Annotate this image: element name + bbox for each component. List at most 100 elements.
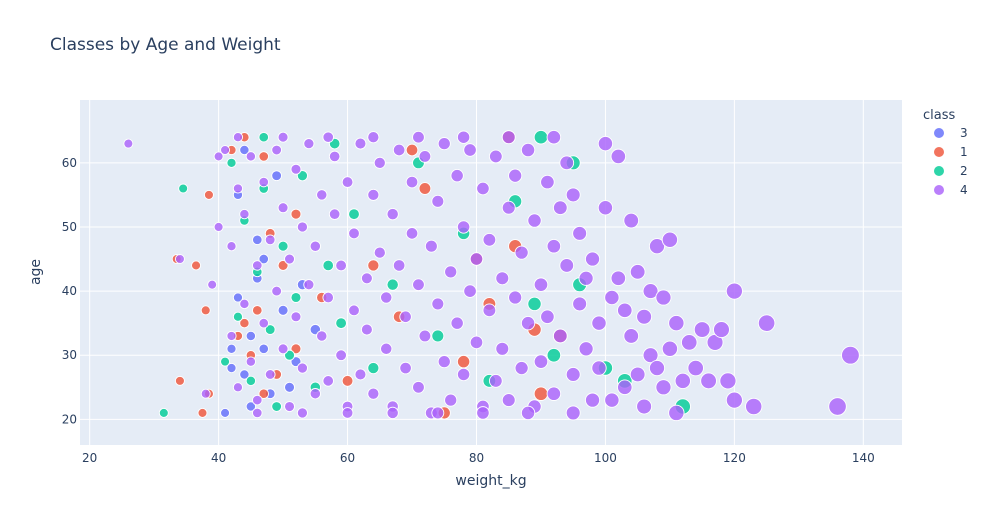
point-class-4 bbox=[226, 330, 237, 342]
point-class-4 bbox=[591, 360, 607, 376]
point-class-4 bbox=[239, 208, 250, 220]
y-tick-label: 20 bbox=[62, 412, 77, 426]
point-class-4 bbox=[661, 340, 679, 357]
point-class-4 bbox=[220, 145, 231, 155]
legend-label-1: 1 bbox=[960, 145, 968, 159]
point-class-4 bbox=[258, 317, 269, 329]
point-class-4 bbox=[271, 144, 282, 156]
point-class-4 bbox=[527, 213, 542, 228]
point-class-4 bbox=[405, 175, 419, 189]
point-class-3 bbox=[220, 407, 231, 418]
point-class-2 bbox=[546, 347, 562, 363]
data-points bbox=[123, 129, 860, 422]
x-tick-label: 20 bbox=[82, 451, 97, 465]
point-class-4 bbox=[617, 302, 633, 319]
point-class-4 bbox=[296, 362, 308, 374]
point-class-4 bbox=[629, 366, 646, 383]
point-class-4 bbox=[687, 359, 704, 377]
point-class-4 bbox=[508, 168, 523, 183]
point-class-4 bbox=[540, 309, 555, 324]
point-class-4 bbox=[341, 176, 354, 188]
point-class-4 bbox=[418, 150, 432, 163]
point-class-1 bbox=[341, 375, 354, 387]
point-class-4 bbox=[610, 270, 627, 287]
point-class-1 bbox=[405, 143, 419, 157]
point-class-4 bbox=[207, 279, 218, 290]
point-class-4 bbox=[360, 272, 373, 285]
point-class-4 bbox=[565, 405, 581, 421]
point-class-4 bbox=[828, 397, 847, 416]
point-class-2 bbox=[335, 317, 347, 330]
point-class-3 bbox=[239, 369, 250, 380]
point-class-4 bbox=[693, 321, 711, 338]
point-class-4 bbox=[533, 354, 549, 369]
point-class-4 bbox=[322, 291, 334, 304]
point-class-4 bbox=[412, 278, 425, 292]
point-class-4 bbox=[277, 131, 289, 143]
point-class-2 bbox=[527, 296, 542, 312]
point-class-4 bbox=[232, 382, 244, 393]
point-class-4 bbox=[200, 388, 211, 399]
point-class-4 bbox=[648, 238, 666, 255]
point-class-4 bbox=[405, 227, 419, 240]
legend-marker-2 bbox=[934, 166, 944, 176]
point-class-4 bbox=[456, 130, 471, 144]
point-class-4 bbox=[546, 238, 562, 254]
point-class-4 bbox=[354, 137, 367, 150]
point-class-3 bbox=[226, 343, 237, 354]
point-class-2 bbox=[264, 324, 276, 335]
point-class-1 bbox=[258, 388, 269, 399]
point-class-1 bbox=[290, 343, 302, 355]
point-class-4 bbox=[373, 246, 386, 259]
point-class-4 bbox=[232, 132, 244, 143]
point-class-4 bbox=[495, 271, 510, 286]
point-class-4 bbox=[482, 232, 497, 247]
point-class-4 bbox=[303, 279, 315, 291]
point-class-2 bbox=[284, 349, 295, 361]
point-class-1 bbox=[290, 208, 302, 220]
point-class-4 bbox=[655, 379, 672, 396]
point-class-4 bbox=[540, 174, 555, 190]
point-class-3 bbox=[245, 401, 256, 412]
point-class-4 bbox=[328, 208, 341, 220]
point-class-4 bbox=[373, 156, 386, 169]
point-class-2 bbox=[431, 329, 445, 343]
point-class-4 bbox=[488, 374, 503, 388]
x-tick-label: 140 bbox=[852, 451, 875, 465]
point-class-4 bbox=[360, 323, 373, 336]
point-class-3 bbox=[245, 330, 256, 342]
point-class-4 bbox=[277, 202, 289, 214]
point-class-4 bbox=[444, 393, 458, 407]
point-class-4 bbox=[482, 303, 497, 318]
point-class-2 bbox=[277, 240, 289, 252]
point-class-4 bbox=[252, 407, 263, 419]
point-class-4 bbox=[348, 304, 360, 317]
point-class-4 bbox=[399, 361, 412, 375]
point-class-4 bbox=[418, 329, 432, 343]
point-class-4 bbox=[392, 259, 406, 272]
y-tick-label: 60 bbox=[62, 156, 77, 170]
point-class-3 bbox=[277, 304, 289, 316]
legend-label-4: 4 bbox=[960, 183, 968, 197]
point-class-4 bbox=[296, 407, 308, 419]
point-class-4 bbox=[469, 335, 484, 350]
point-class-4 bbox=[514, 360, 529, 376]
point-class-3 bbox=[226, 362, 237, 374]
x-tick-label: 60 bbox=[340, 451, 355, 465]
point-class-3 bbox=[290, 356, 302, 368]
point-class-4 bbox=[559, 258, 575, 273]
point-class-4 bbox=[508, 290, 523, 305]
point-class-4 bbox=[322, 375, 334, 387]
point-class-4 bbox=[572, 296, 588, 312]
point-class-1 bbox=[203, 189, 214, 200]
point-class-4 bbox=[264, 234, 276, 246]
point-class-1 bbox=[239, 318, 250, 329]
point-class-4 bbox=[655, 289, 672, 306]
point-class-4 bbox=[174, 254, 185, 264]
point-class-4 bbox=[476, 406, 490, 420]
point-class-4 bbox=[501, 200, 516, 215]
point-class-4 bbox=[431, 406, 445, 420]
x-tick-label: 80 bbox=[469, 451, 484, 465]
point-class-4 bbox=[610, 148, 627, 165]
point-class-4 bbox=[584, 251, 601, 267]
